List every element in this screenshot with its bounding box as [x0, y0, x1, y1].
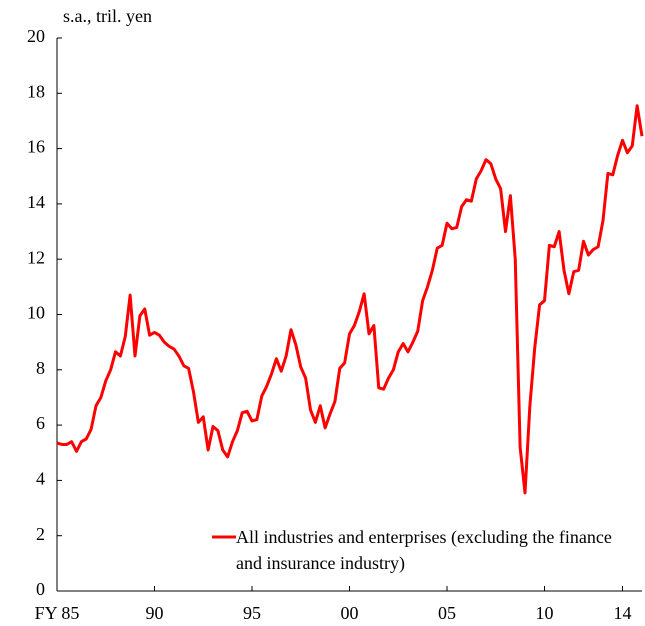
y-tick-label: 20	[27, 26, 45, 46]
x-tick-label: 00	[341, 603, 359, 623]
y-tick-label: 0	[36, 579, 45, 599]
y-tick-label: 14	[27, 192, 45, 212]
legend-label: All industries and enterprises (excludin…	[236, 527, 612, 573]
y-tick-label: 10	[27, 303, 45, 323]
x-tick-label: 05	[438, 603, 456, 623]
y-tick-label: 18	[27, 81, 45, 101]
data-line	[56, 104, 644, 495]
y-tick-label: 2	[36, 524, 45, 544]
y-tick-label: 8	[36, 358, 45, 378]
y-tick-label: 16	[27, 137, 45, 157]
x-tick-label: 14	[614, 603, 632, 623]
y-tick-label: 12	[27, 247, 45, 267]
y-axis-label: s.a., tril. yen	[63, 6, 152, 26]
x-tick-label: FY 85	[35, 603, 80, 623]
x-tick-label: 95	[243, 603, 261, 623]
y-tick-label: 6	[36, 413, 45, 433]
y-tick-label: 4	[36, 469, 45, 489]
legend: All industries and enterprises (excludin…	[212, 524, 612, 576]
x-tick-label: 10	[536, 603, 554, 623]
x-tick-label: 90	[146, 603, 164, 623]
